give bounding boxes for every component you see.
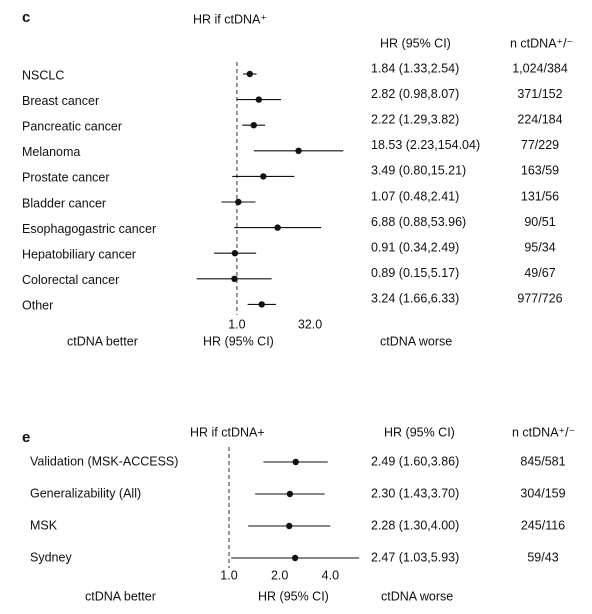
hr-value-label: 3.24 (1.66,6.33) (371, 292, 459, 306)
n-label: 59/43 (527, 550, 558, 564)
panel-label: c (22, 9, 30, 26)
hr-point (295, 147, 302, 154)
hr-value-label: 2.28 (1.30,4.00) (371, 518, 459, 532)
hr-value-label: 18.53 (2.23,154.04) (371, 138, 480, 152)
chart-title: HR if ctDNA⁺ (193, 12, 267, 26)
hr-point (291, 554, 299, 562)
n-label: 1,024/384 (512, 61, 568, 75)
hr-value-label: 0.89 (0.15,5.17) (371, 266, 459, 280)
hr-value-label: 0.91 (0.34,2.49) (371, 240, 459, 254)
hr-point (246, 70, 253, 78)
row-label: Melanoma (22, 145, 80, 159)
x-tick-label: 1.0 (220, 568, 237, 582)
hr-point (292, 458, 299, 466)
hr-point (250, 122, 257, 129)
hr-value-label: 2.22 (1.29,3.82) (371, 112, 459, 126)
x-tick-label: 4.0 (322, 568, 339, 582)
hr-value-label: 3.49 (0.80,15.21) (371, 164, 466, 178)
n-label: 224/184 (517, 112, 562, 126)
row-label: Sydney (30, 550, 72, 564)
hr-point (231, 250, 239, 257)
hr-value-label: 1.07 (0.48,2.41) (371, 189, 459, 203)
row-label: Prostate cancer (22, 171, 110, 185)
n-label: 77/229 (521, 138, 559, 152)
column-header: HR (95% CI) (380, 36, 451, 50)
row-label: Bladder cancer (22, 196, 106, 210)
x-axis-label: HR (95% CI) (258, 589, 329, 603)
left-label: ctDNA better (67, 334, 138, 348)
hr-value-label: 1.84 (1.33,2.54) (371, 61, 459, 75)
hr-point (286, 522, 293, 530)
right-label: ctDNA worse (380, 334, 452, 348)
x-axis-label: HR (95% CI) (203, 334, 274, 348)
column-header: n ctDNA⁺/⁻ (510, 36, 573, 50)
hr-point (260, 173, 267, 180)
hr-value-label: 2.82 (0.98,8.07) (371, 87, 459, 101)
row-label: NSCLC (22, 68, 64, 82)
n-label: 131/56 (521, 189, 559, 203)
row-label: Hepatobiliary cancer (22, 247, 136, 261)
n-label: 163/59 (521, 164, 559, 178)
n-label: 304/159 (520, 486, 565, 500)
n-label: 90/51 (524, 215, 555, 229)
hr-value-label: 2.49 (1.60,3.86) (371, 454, 459, 468)
hr-point (258, 301, 265, 308)
hr-point (255, 96, 263, 103)
hr-value-label: 6.88 (0.88,53.96) (371, 215, 466, 229)
column-header: HR (95% CI) (384, 425, 455, 439)
hr-value-label: 2.30 (1.43,3.70) (371, 486, 459, 500)
n-label: 371/152 (517, 87, 562, 101)
hr-point (274, 224, 281, 231)
left-label: ctDNA better (85, 589, 156, 603)
row-label: Other (22, 299, 53, 313)
x-tick-label: 1.0 (228, 317, 245, 331)
x-tick-label: 32.0 (298, 317, 322, 331)
n-label: 845/581 (520, 454, 565, 468)
n-label: 977/726 (517, 292, 562, 306)
n-label: 245/116 (521, 518, 565, 532)
hr-point (286, 490, 294, 498)
hr-point (235, 198, 242, 206)
n-label: 49/67 (524, 266, 555, 280)
row-label: Esophagogastric cancer (22, 222, 156, 236)
row-label: Pancreatic cancer (22, 119, 122, 133)
row-label: Validation (MSK-ACCESS) (30, 454, 178, 468)
hr-value-label: 2.47 (1.03,5.93) (371, 550, 459, 564)
row-label: Colorectal cancer (22, 273, 119, 287)
x-tick-label: 2.0 (271, 568, 288, 582)
chart-title: HR if ctDNA+ (190, 425, 265, 439)
column-header: n ctDNA⁺/⁻ (512, 425, 575, 439)
row-label: Breast cancer (22, 94, 99, 108)
right-label: ctDNA worse (381, 589, 453, 603)
panel-label: e (22, 429, 30, 446)
hr-point (231, 275, 238, 282)
row-label: MSK (30, 518, 58, 532)
row-label: Generalizability (All) (30, 486, 141, 500)
n-label: 95/34 (524, 240, 555, 254)
